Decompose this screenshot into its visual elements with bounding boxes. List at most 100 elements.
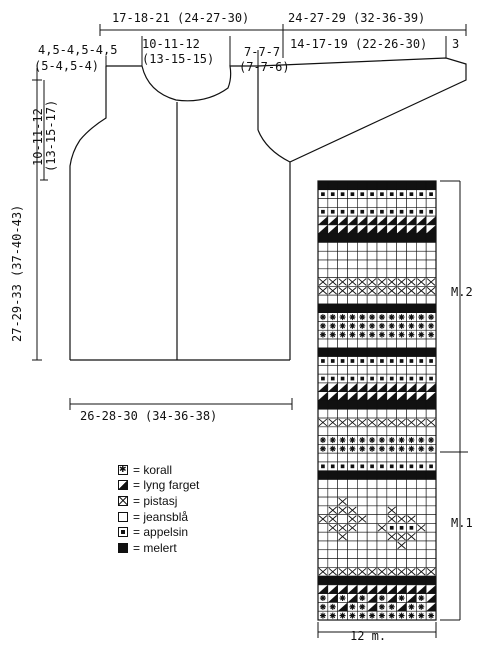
chart-cell xyxy=(366,382,378,393)
chart-cell xyxy=(347,347,358,357)
chart-cell xyxy=(386,180,397,191)
chart-cell xyxy=(396,540,407,551)
chart-cell xyxy=(425,329,437,340)
chart-cell xyxy=(317,575,329,586)
chart-cell xyxy=(406,268,417,278)
appelsin-symbol-icon xyxy=(118,527,128,538)
chart-cell xyxy=(406,575,417,586)
chart-cell xyxy=(386,250,397,261)
chart-cell xyxy=(347,329,358,340)
chart-cell xyxy=(376,549,388,559)
chart-cell xyxy=(406,505,417,515)
chart-cell xyxy=(347,461,358,472)
chart-cell xyxy=(317,479,329,489)
chart-cell xyxy=(406,294,417,305)
chart-cell xyxy=(396,470,407,480)
chart-cell xyxy=(416,417,427,428)
chart-cell xyxy=(416,347,427,357)
chart-cell xyxy=(337,224,348,234)
chart-cell xyxy=(386,487,397,498)
chart-cell xyxy=(416,584,427,594)
chart-cell xyxy=(396,233,407,243)
chart-cell xyxy=(337,461,348,472)
chart-cell xyxy=(406,338,417,349)
chart-cell xyxy=(396,479,407,489)
chart-cell xyxy=(416,452,427,463)
chart-cell xyxy=(386,347,397,357)
chart-cell xyxy=(337,470,348,480)
chart-cell xyxy=(327,294,338,305)
chart-cell xyxy=(347,250,358,261)
chart-cell xyxy=(386,215,397,226)
label-front-neck: 7-7-7 xyxy=(244,45,280,59)
chart-cell xyxy=(396,347,407,357)
chart-cell xyxy=(376,417,388,428)
chart-cell xyxy=(317,523,329,533)
chart-cell xyxy=(337,444,348,454)
chart-cell xyxy=(366,198,378,208)
chart-cell xyxy=(357,224,368,234)
chart-cell xyxy=(327,549,338,559)
chart-cell xyxy=(366,338,378,349)
chart-cell xyxy=(317,602,329,612)
chart-cell xyxy=(337,356,348,366)
chart-cell xyxy=(406,277,417,287)
chart-cell xyxy=(406,610,417,621)
chart-cell xyxy=(357,329,368,340)
chart-cell xyxy=(327,233,338,243)
chart-cell xyxy=(357,268,368,278)
chart-cell xyxy=(396,593,407,603)
chart-cell xyxy=(366,531,378,542)
chart-cell xyxy=(406,321,417,331)
chart-cell xyxy=(425,382,437,393)
chart-cell xyxy=(357,286,368,296)
chart-cell xyxy=(357,189,368,199)
chart-cell xyxy=(406,487,417,498)
sleeve-and-side xyxy=(257,57,467,360)
chart-cell xyxy=(366,514,378,524)
chart-cell xyxy=(406,602,417,612)
chart-cell xyxy=(416,461,427,472)
pattern-chart xyxy=(317,180,437,621)
chart-cell xyxy=(376,268,388,278)
chart-cell xyxy=(337,242,348,252)
chart-cell xyxy=(327,321,338,331)
chart-cell xyxy=(396,514,407,524)
chart-cell xyxy=(396,444,407,454)
chart-cell xyxy=(317,233,329,243)
chart-cell xyxy=(416,575,427,586)
chart-cell xyxy=(337,435,348,445)
chart-cell xyxy=(347,567,358,577)
chart-cell xyxy=(366,329,378,340)
chart-cell xyxy=(357,540,368,551)
chart-cell xyxy=(327,329,338,340)
chart-cell xyxy=(386,496,397,507)
chart-cell xyxy=(327,540,338,551)
chart-cell xyxy=(376,461,388,472)
chart-cell xyxy=(416,382,427,393)
chart-cell xyxy=(337,575,348,586)
chart-cell xyxy=(425,444,437,454)
chart-cell xyxy=(327,426,338,436)
chart-cell xyxy=(327,365,338,375)
chart-cell xyxy=(425,549,437,559)
chart-cell xyxy=(357,198,368,208)
chart-cell xyxy=(337,549,348,559)
chart-cell xyxy=(337,610,348,621)
label-m2: M.2 xyxy=(451,285,473,299)
chart-cell xyxy=(376,198,388,208)
chart-cell xyxy=(376,584,388,594)
chart-cell xyxy=(376,207,388,217)
chart-cell xyxy=(347,426,358,436)
label-top-neck: 17-18-21 (24-27-30) xyxy=(112,11,249,25)
chart-cell xyxy=(347,575,358,586)
chart-cell xyxy=(317,549,329,559)
chart-cell xyxy=(357,514,368,524)
chart-cell xyxy=(337,329,348,340)
bottom-dimension-line xyxy=(69,398,293,410)
chart-cell xyxy=(425,505,437,515)
chart-cell xyxy=(406,549,417,559)
chart-cell xyxy=(416,242,427,252)
chart-cell xyxy=(357,259,368,270)
chart-cell xyxy=(317,189,329,199)
